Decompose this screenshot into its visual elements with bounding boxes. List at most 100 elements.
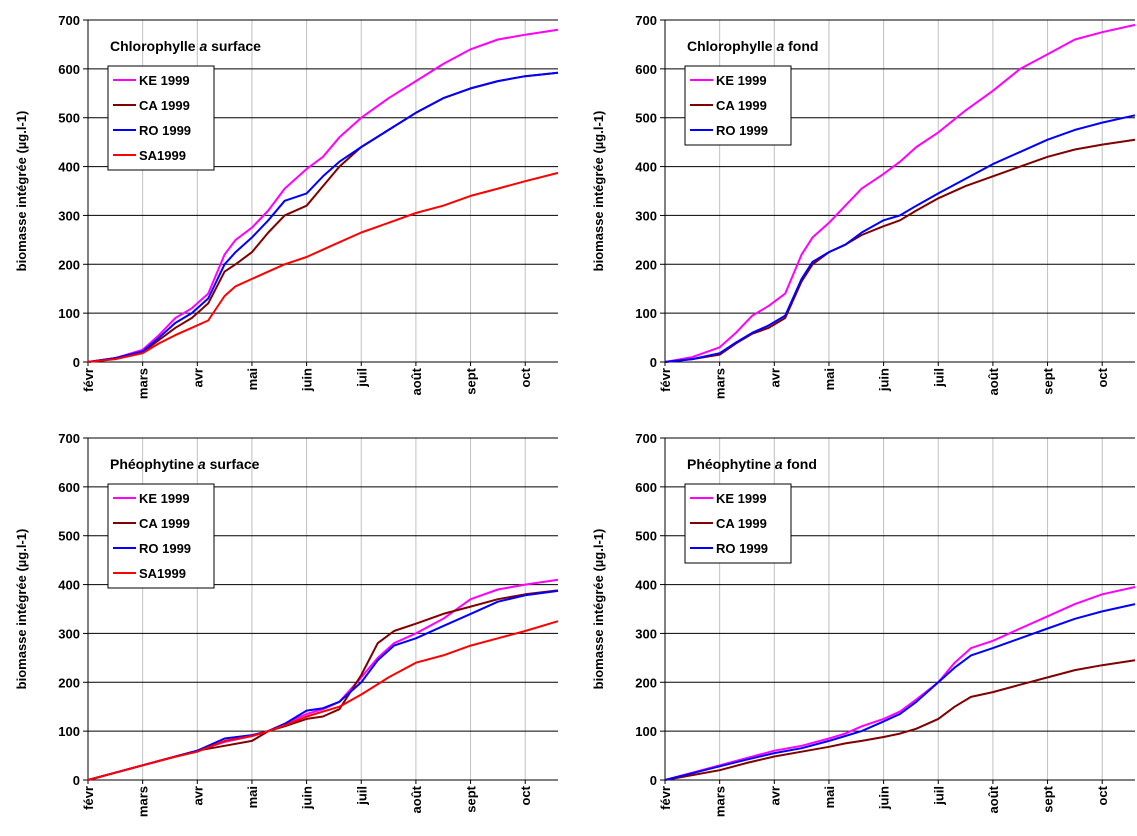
x-tick-label: mars bbox=[136, 368, 151, 399]
x-tick-label: août bbox=[986, 785, 1001, 813]
chart-svg: 0 100 200 300 400 500 600 700 févr mars avr mai juin… bbox=[14, 13, 559, 399]
legend-label: RO 1999 bbox=[139, 541, 191, 556]
x-tick-label: juin bbox=[877, 368, 892, 392]
x-tick-label: sept bbox=[464, 785, 479, 812]
y-tick-label: 500 bbox=[58, 111, 80, 126]
chart-svg: 0 100 200 300 400 500 600 700 févr mars avr mai juin… bbox=[591, 431, 1136, 817]
series-line bbox=[664, 659, 1136, 781]
chart-pheophytine-surface: 0 100 200 300 400 500 600 700 févr mars avr mai juin… bbox=[0, 418, 560, 828]
x-tick-label: oct bbox=[1095, 367, 1110, 387]
series-line bbox=[87, 171, 559, 363]
y-tick-label: 100 bbox=[58, 306, 80, 321]
y-tick-label: 700 bbox=[58, 431, 80, 446]
y-tick-label: 100 bbox=[635, 724, 657, 739]
legend-label: SA1999 bbox=[139, 148, 186, 163]
x-tick-label: mai bbox=[822, 786, 837, 808]
y-tick-label: 300 bbox=[58, 626, 80, 641]
series-line bbox=[664, 114, 1136, 363]
x-tick-label: juin bbox=[300, 786, 315, 810]
y-tick-label: 400 bbox=[58, 160, 80, 175]
y-tick-label: 200 bbox=[635, 675, 657, 690]
y-tick-label: 500 bbox=[58, 529, 80, 544]
x-tick-label: juin bbox=[877, 786, 892, 810]
y-tick-label: 200 bbox=[58, 675, 80, 690]
y-tick-label: 0 bbox=[650, 355, 657, 370]
x-tick-label: oct bbox=[1095, 785, 1110, 805]
y-tick-label: 600 bbox=[635, 62, 657, 77]
chart-chlorophylle-fond: 0 100 200 300 400 500 600 700 févr mars avr mai juin… bbox=[577, 0, 1137, 410]
legend-label: RO 1999 bbox=[716, 123, 768, 138]
y-tick-label: 500 bbox=[635, 111, 657, 126]
x-tick-label: mars bbox=[136, 786, 151, 817]
legend-label: CA 1999 bbox=[139, 516, 190, 531]
y-tick-label: 600 bbox=[635, 480, 657, 495]
legend-label: RO 1999 bbox=[139, 123, 191, 138]
legend-label: CA 1999 bbox=[139, 98, 190, 113]
series-line bbox=[664, 586, 1136, 781]
legend-box bbox=[107, 483, 215, 589]
y-tick-label: 700 bbox=[635, 13, 657, 28]
x-tick-label: oct bbox=[518, 367, 533, 387]
x-tick-label: sept bbox=[464, 367, 479, 394]
x-tick-label: sept bbox=[1041, 367, 1056, 394]
y-tick-label: 400 bbox=[635, 160, 657, 175]
y-axis-label: biomasse intégrée (µg.l-1) bbox=[591, 111, 606, 272]
x-tick-label: juil bbox=[931, 368, 946, 388]
chart-title: Chlorophylle a surface bbox=[110, 38, 261, 54]
y-tick-label: 100 bbox=[635, 306, 657, 321]
x-tick-label: avr bbox=[767, 786, 782, 806]
y-tick-label: 200 bbox=[635, 257, 657, 272]
y-tick-label: 400 bbox=[635, 578, 657, 593]
x-tick-label: mars bbox=[713, 368, 728, 399]
series-line bbox=[87, 620, 559, 781]
y-axis-label: biomasse intégrée (µg.l-1) bbox=[14, 529, 29, 690]
y-tick-label: 300 bbox=[58, 208, 80, 223]
chart-title: Chlorophylle a fond bbox=[687, 38, 818, 54]
y-tick-label: 500 bbox=[635, 529, 657, 544]
y-tick-label: 0 bbox=[73, 355, 80, 370]
x-tick-label: avr bbox=[767, 368, 782, 388]
y-tick-label: 200 bbox=[58, 257, 80, 272]
y-tick-label: 400 bbox=[58, 578, 80, 593]
y-tick-label: 0 bbox=[73, 773, 80, 788]
chart-chlorophylle-surface: 0 100 200 300 400 500 600 700 févr mars avr mai juin… bbox=[0, 0, 560, 410]
x-tick-label: févr bbox=[81, 368, 96, 392]
legend-box bbox=[107, 65, 215, 171]
x-tick-label: avr bbox=[190, 786, 205, 806]
y-tick-label: 700 bbox=[58, 13, 80, 28]
legend-label: KE 1999 bbox=[139, 73, 190, 88]
chart-title: Phéophytine a fond bbox=[687, 456, 817, 472]
x-tick-label: août bbox=[409, 367, 424, 395]
chart-svg: 0 100 200 300 400 500 600 700 févr mars avr mai juin… bbox=[14, 431, 559, 817]
y-axis-label: biomasse intégrée (µg.l-1) bbox=[591, 529, 606, 690]
x-tick-label: juil bbox=[931, 786, 946, 806]
x-tick-label: juil bbox=[354, 786, 369, 806]
x-tick-label: mars bbox=[713, 786, 728, 817]
chart-svg: 0 100 200 300 400 500 600 700 févr mars avr mai juin… bbox=[591, 13, 1136, 399]
series-line bbox=[664, 603, 1136, 781]
legend-label: CA 1999 bbox=[716, 98, 767, 113]
x-tick-label: févr bbox=[81, 786, 96, 810]
y-tick-label: 600 bbox=[58, 62, 80, 77]
legend-label: KE 1999 bbox=[139, 491, 190, 506]
legend-label: SA1999 bbox=[139, 566, 186, 581]
legend-label: KE 1999 bbox=[716, 73, 767, 88]
legend-label: RO 1999 bbox=[716, 541, 768, 556]
x-tick-label: mai bbox=[245, 368, 260, 390]
legend-label: KE 1999 bbox=[716, 491, 767, 506]
x-tick-label: févr bbox=[658, 368, 673, 392]
legend-label: CA 1999 bbox=[716, 516, 767, 531]
y-tick-label: 300 bbox=[635, 626, 657, 641]
chart-title: Phéophytine a surface bbox=[110, 456, 260, 472]
series-line bbox=[87, 28, 559, 363]
y-tick-label: 600 bbox=[58, 480, 80, 495]
x-tick-label: juil bbox=[354, 368, 369, 388]
y-axis-label: biomasse intégrée (µg.l-1) bbox=[14, 111, 29, 272]
y-tick-label: 0 bbox=[650, 773, 657, 788]
y-tick-label: 300 bbox=[635, 208, 657, 223]
x-tick-label: août bbox=[409, 785, 424, 813]
x-tick-label: févr bbox=[658, 786, 673, 810]
series-line bbox=[664, 23, 1136, 363]
y-tick-label: 100 bbox=[58, 724, 80, 739]
x-tick-label: mai bbox=[245, 786, 260, 808]
